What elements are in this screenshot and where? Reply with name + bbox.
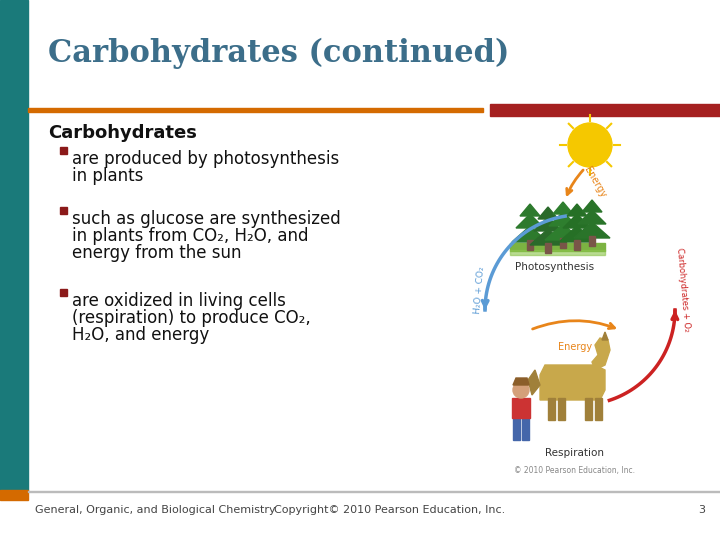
Bar (522, 418, 529, 440)
Text: © 2010 Pearson Education, Inc.: © 2010 Pearson Education, Inc. (515, 466, 636, 475)
Text: in plants from CO₂, H₂O, and: in plants from CO₂, H₂O, and (72, 227, 308, 245)
Polygon shape (592, 338, 610, 370)
Circle shape (568, 123, 612, 167)
Polygon shape (578, 210, 606, 224)
Bar (560, 238, 566, 248)
Polygon shape (538, 207, 558, 219)
Polygon shape (540, 365, 605, 400)
Polygon shape (528, 370, 540, 395)
Text: Energy: Energy (558, 342, 592, 352)
Polygon shape (530, 229, 566, 245)
Bar (28, 490, 720, 492)
Text: in plants: in plants (72, 167, 143, 185)
Bar (28, 114, 720, 492)
Polygon shape (567, 204, 587, 216)
Text: General, Organic, and Biological Chemistry: General, Organic, and Biological Chemist… (35, 505, 276, 515)
Polygon shape (553, 202, 573, 214)
Bar (490, 104, 720, 116)
Polygon shape (512, 226, 548, 242)
Text: energy from the sun: energy from the sun (72, 244, 241, 262)
Bar (60, 147, 67, 154)
Text: Photosynthesis: Photosynthesis (516, 262, 595, 272)
Polygon shape (534, 217, 562, 231)
Text: Respiration: Respiration (546, 448, 605, 458)
Bar (512, 398, 530, 418)
Bar (0, 0, 28, 492)
Polygon shape (545, 224, 581, 240)
Bar (527, 240, 533, 250)
Polygon shape (582, 200, 602, 212)
Bar (60, 207, 67, 214)
Bar (545, 243, 551, 253)
Bar (0, 490, 28, 500)
Bar (510, 250, 605, 255)
Text: such as glucose are synthesized: such as glucose are synthesized (72, 210, 341, 228)
Text: Copyright© 2010 Pearson Education, Inc.: Copyright© 2010 Pearson Education, Inc. (274, 505, 505, 515)
Text: H₂O, and energy: H₂O, and energy (72, 326, 210, 344)
Bar (548, 398, 555, 420)
Polygon shape (549, 212, 577, 226)
Bar (513, 418, 520, 440)
Bar (585, 398, 592, 420)
Bar (28, 108, 483, 112)
Text: Carbohydrates (continued): Carbohydrates (continued) (48, 37, 509, 69)
Bar (510, 243, 605, 251)
Circle shape (513, 382, 529, 398)
Bar (558, 398, 565, 420)
Text: are produced by photosynthesis: are produced by photosynthesis (72, 150, 339, 168)
Bar (0, 0, 720, 110)
Text: Energy: Energy (582, 165, 608, 199)
Polygon shape (516, 214, 544, 228)
Polygon shape (563, 214, 591, 228)
Bar (589, 236, 595, 246)
Bar (60, 289, 67, 296)
Text: are oxidized in living cells: are oxidized in living cells (72, 292, 286, 310)
Polygon shape (559, 226, 595, 242)
Bar (574, 240, 580, 250)
Text: Carbohydrates: Carbohydrates (48, 124, 197, 142)
Text: H₂O + CO₂: H₂O + CO₂ (474, 266, 487, 314)
Polygon shape (513, 378, 529, 385)
Text: Carbohydrates + O₂: Carbohydrates + O₂ (675, 248, 691, 332)
Polygon shape (602, 332, 608, 340)
Text: (respiration) to produce CO₂,: (respiration) to produce CO₂, (72, 309, 311, 327)
Polygon shape (574, 222, 610, 238)
Text: 3: 3 (698, 505, 705, 515)
Bar (595, 398, 602, 420)
Polygon shape (520, 204, 540, 216)
